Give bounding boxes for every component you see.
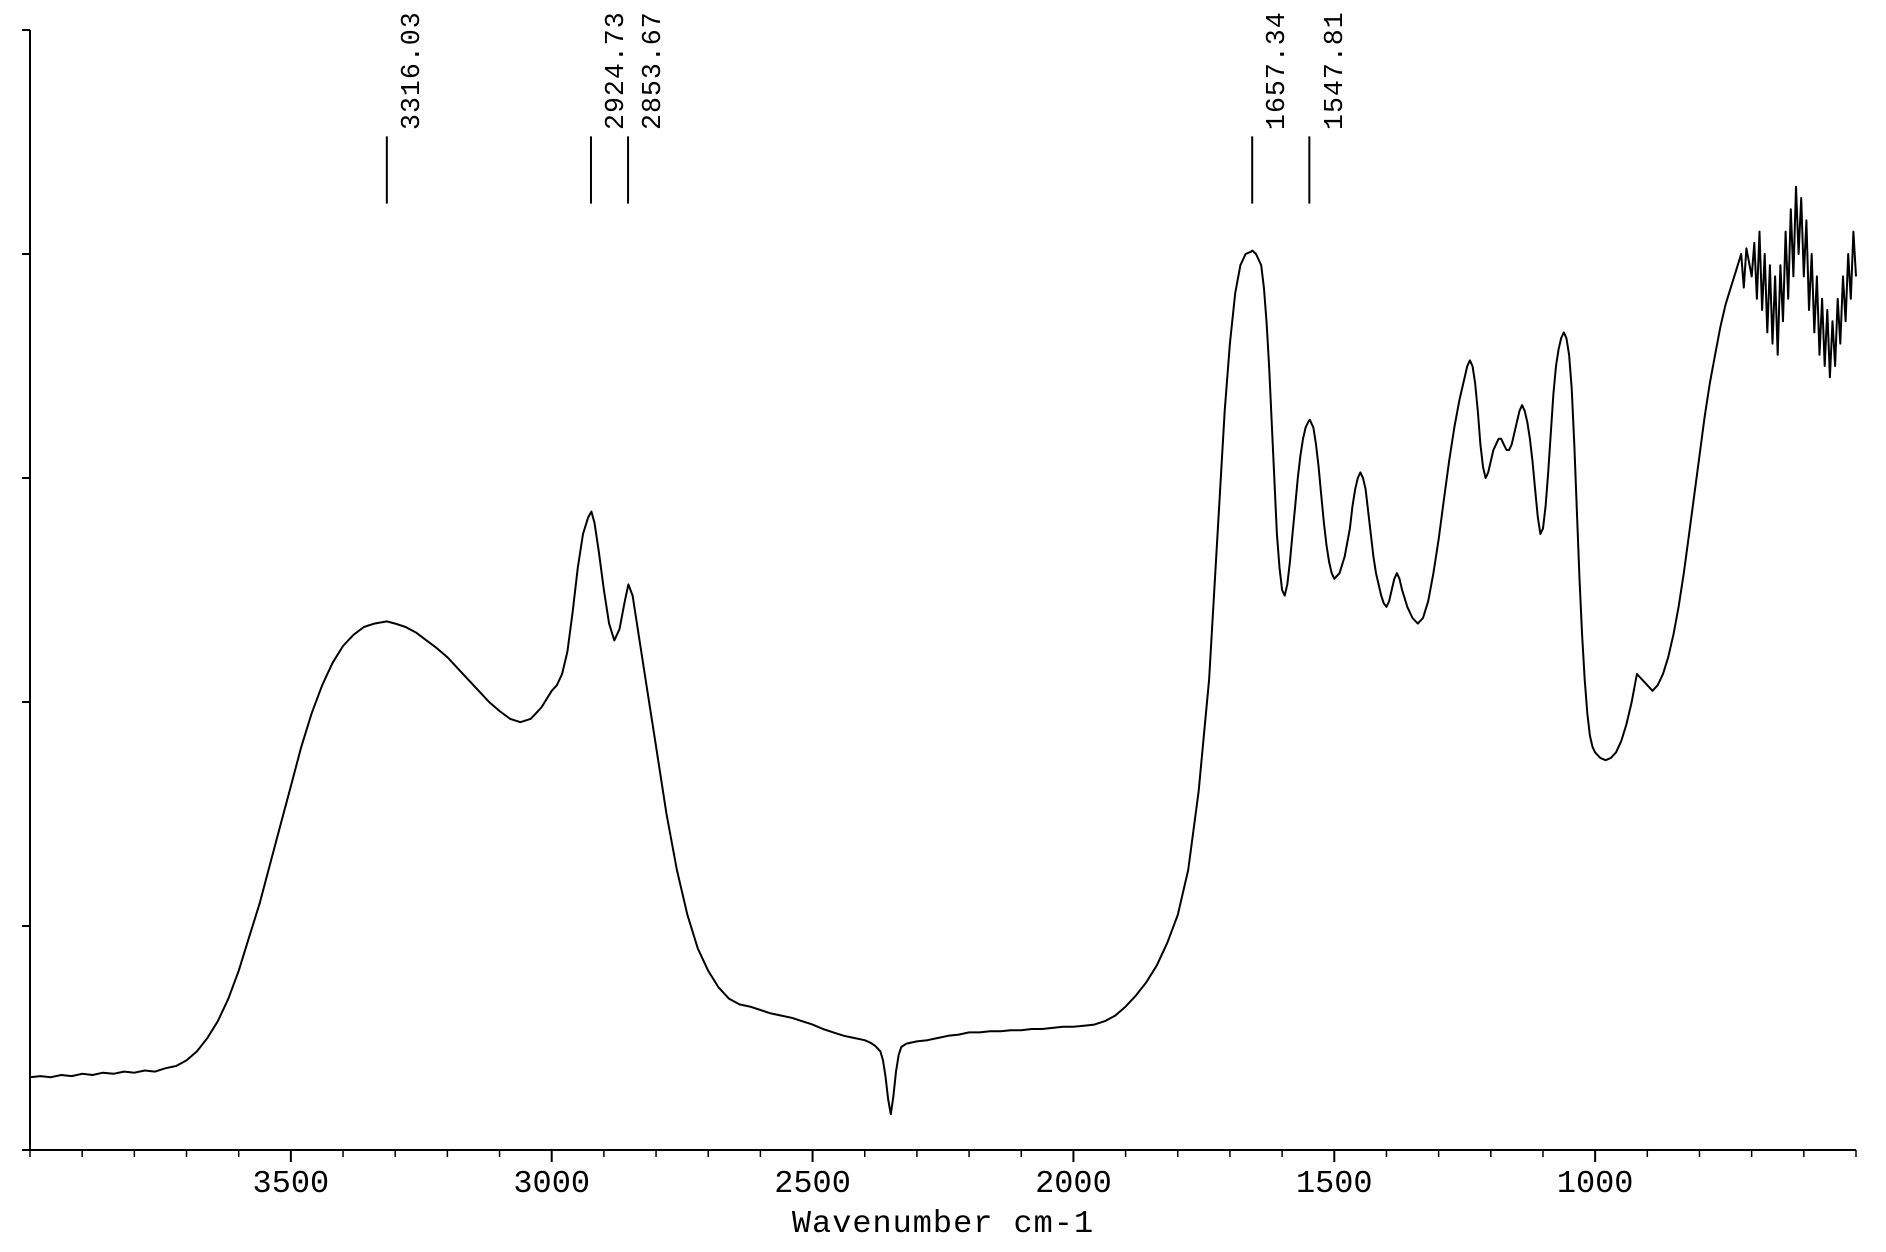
peak-label: 2853.67 <box>638 12 668 131</box>
ir-spectrum-chart: 3500 3000 2500 2000 1500 1000 Wavenumber cm-1… <box>0 0 1886 1252</box>
peak-label: 1547.81 <box>1320 12 1350 131</box>
svg-text:2000: 2000 <box>1035 1165 1112 1202</box>
peak-label: 3316.03 <box>397 12 427 131</box>
spectrum-canvas: 3500 3000 2500 2000 1500 1000 <box>0 0 1886 1252</box>
peak-label: 2924.73 <box>601 12 631 131</box>
svg-text:1500: 1500 <box>1296 1165 1373 1202</box>
svg-text:3000: 3000 <box>513 1165 590 1202</box>
svg-text:3500: 3500 <box>253 1165 330 1202</box>
svg-text:2500: 2500 <box>774 1165 851 1202</box>
svg-text:1000: 1000 <box>1557 1165 1634 1202</box>
x-axis-label: Wavenumber cm-1 <box>792 1205 1094 1242</box>
peak-label: 1657.34 <box>1262 12 1292 131</box>
